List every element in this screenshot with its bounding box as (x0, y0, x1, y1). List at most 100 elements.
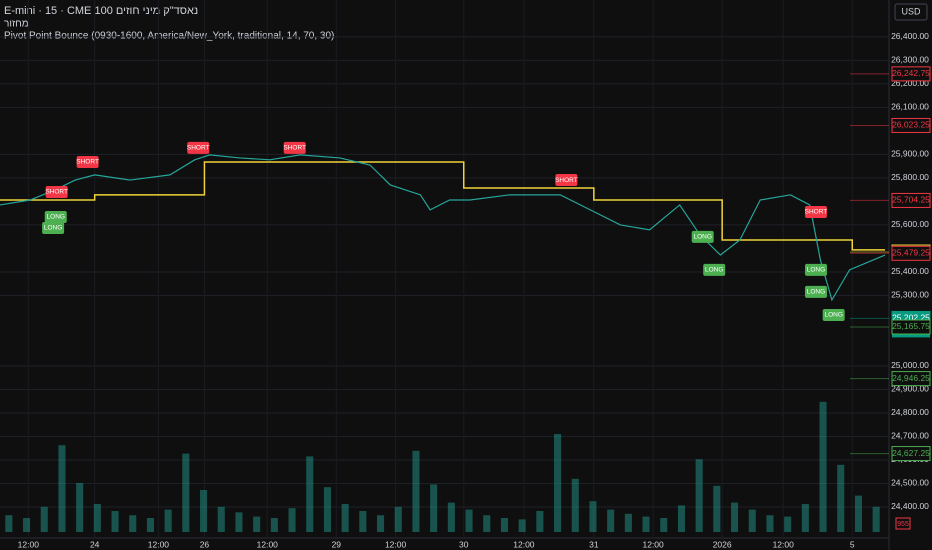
volume-bar (589, 501, 597, 532)
x-tick-label: 5 (850, 539, 855, 549)
volume-bar (394, 506, 402, 532)
signal-label: LONG (693, 234, 711, 241)
volume-bar (270, 518, 278, 532)
volume-bar (819, 401, 827, 532)
volume-bar (624, 513, 632, 532)
x-tick-label: 29 (332, 539, 342, 549)
volume-bar (748, 509, 756, 532)
signal: LONG (804, 263, 827, 276)
signal-box (187, 141, 210, 154)
signal: LONG (804, 285, 827, 298)
signal-box (44, 210, 67, 223)
volume-bar (288, 508, 296, 532)
y-tick-label: 26,200.00 (891, 78, 929, 88)
price-tag-label: 26,242.75 (892, 68, 930, 78)
y-tick-label: 25,800.00 (891, 172, 929, 182)
signal-label: SHORT (45, 189, 68, 196)
volume-bar (801, 504, 809, 532)
volume-bar (554, 434, 562, 532)
price-tag-label: 25,479.25 (892, 248, 930, 258)
signal-box (804, 285, 827, 298)
currency-button[interactable] (894, 3, 928, 21)
y-tick-label: 24,800.00 (891, 407, 929, 417)
volume-bar (731, 502, 739, 532)
signal: LONG (703, 263, 726, 276)
volume-bar (430, 484, 438, 532)
volume-bar (111, 511, 119, 532)
volume-bar (146, 518, 154, 532)
volume-bar (784, 516, 792, 532)
signal-box (822, 308, 845, 321)
volume-bar (500, 518, 508, 532)
volume-bar (93, 504, 101, 532)
volume-bar (872, 506, 880, 532)
volume-bar (483, 515, 491, 532)
y-tick-label: 25,900.00 (891, 149, 929, 159)
volume-bar (854, 495, 862, 532)
signal: LONG (691, 230, 714, 243)
volume-bar (837, 464, 845, 532)
volume-bar (536, 511, 544, 532)
signal-label: LONG (807, 267, 825, 274)
price-tag (891, 192, 931, 208)
volume-bar (677, 505, 685, 532)
signal-box (45, 186, 68, 199)
signal-label: SHORT (187, 145, 210, 152)
price-tag-label: 25,704.25 (892, 195, 930, 205)
volume-label: מחזור (4, 19, 29, 30)
x-tick-label: 12:00 (257, 539, 279, 549)
volume-bar (713, 485, 721, 532)
signal: SHORT (187, 141, 210, 154)
y-tick-label: 26,100.00 (891, 102, 929, 112)
volume-bar (695, 459, 703, 532)
signal-box (42, 221, 65, 234)
volume-bar (412, 450, 420, 532)
price-tag-label: 26,023.25 (892, 120, 930, 130)
x-tick-label: 30 (459, 539, 469, 549)
currency[interactable]: USD (901, 6, 921, 16)
volume-tag-label: 955 (897, 521, 909, 528)
volume-bar (253, 516, 261, 532)
volume-bar (377, 515, 385, 532)
x-tick-label: 12:00 (773, 539, 795, 549)
signal-box (804, 263, 827, 276)
signal-label: SHORT (76, 159, 99, 166)
signal: LONG (822, 308, 845, 321)
price-tag (891, 66, 931, 82)
x-tick-label: 2026 (713, 539, 732, 549)
signal-label: LONG (44, 225, 62, 232)
price-tag-label: 24,946.25 (892, 373, 930, 383)
volume-bar (76, 483, 84, 532)
x-tick-label: 24 (90, 539, 100, 549)
y-tick-label: 25,400.00 (891, 266, 929, 276)
x-tick-label: 12:00 (18, 539, 40, 549)
y-tick-label: 26,400.00 (891, 31, 929, 41)
chart-title: E-mini · 15 · CME 100 נאסד"ק מיני חוזים (4, 5, 198, 17)
price-tag (891, 446, 931, 462)
signal-label: LONG (824, 312, 842, 319)
signal-label: LONG (705, 267, 723, 274)
y-tick-label: 24,700.00 (891, 431, 929, 441)
price-tag-label: 25,165.75 (892, 321, 930, 331)
price-tag-label: 25,202.25 (892, 313, 930, 323)
price-tag (891, 371, 931, 387)
pivot-line (0, 161, 885, 251)
price-tag (891, 245, 931, 261)
x-tick-label: 12:00 (385, 539, 407, 549)
signal-label: LONG (807, 289, 825, 296)
volume-bar (359, 511, 367, 532)
indicator-label: Pivot Point Bounce (0930-1600, America/N… (4, 31, 334, 42)
volume-bar (217, 506, 225, 532)
volume-bar (182, 453, 190, 532)
signal-label: LONG (47, 214, 65, 221)
signal-label: SHORT (555, 177, 578, 184)
volume-bar (447, 502, 455, 532)
volume-tag (895, 517, 911, 530)
signal-box (76, 155, 99, 168)
volume-bar (235, 512, 243, 532)
signal: SHORT (555, 174, 578, 187)
volume-bar (306, 456, 314, 532)
volume-bar (200, 490, 208, 532)
